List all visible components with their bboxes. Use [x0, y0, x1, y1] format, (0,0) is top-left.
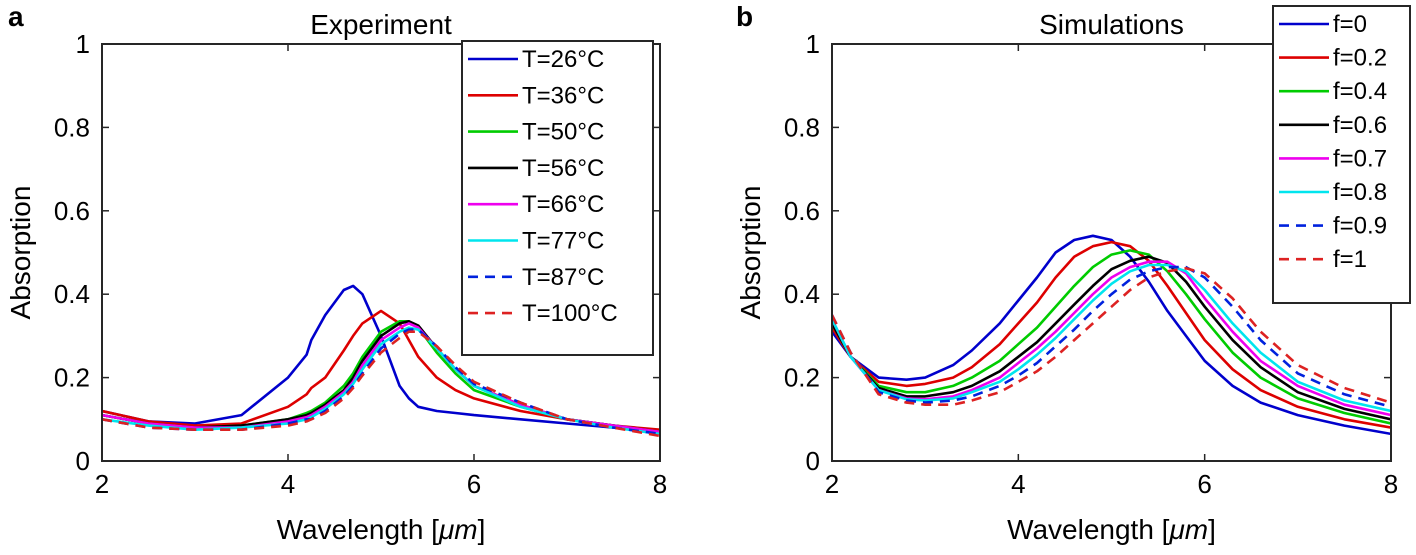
series-line-T=26°C	[102, 284, 660, 434]
x-tick-label: 6	[467, 469, 481, 499]
legend-label: T=36°C	[522, 82, 604, 109]
chart-panel-b: b Simulations 2 4 6 8 0 0.2 0.4 0.6 0.8 1 Wavelength…	[735, 1, 1411, 545]
legend-label: f=1	[1333, 246, 1367, 273]
x-axis-label: Wavelength [μm]	[1007, 514, 1216, 545]
y-tick-label: 0	[806, 446, 820, 476]
y-tick-label: 0.4	[784, 279, 820, 309]
legend-label: T=50°C	[522, 119, 604, 146]
series-line-f=0.6	[832, 255, 1391, 421]
legend: T=26°C T=36°C T=50°C T=56°C T=66°C T=77°C T=87…	[461, 40, 654, 356]
series-line-T=36°C	[102, 309, 660, 431]
panel-label: b	[736, 1, 753, 32]
series-line-f=0.9	[832, 265, 1391, 409]
panel-label: a	[8, 1, 24, 32]
y-tick-label: 1	[806, 29, 820, 59]
legend-label: f=0.2	[1333, 45, 1387, 72]
legend-label: T=87°C	[522, 264, 604, 291]
legend: f=0 f=0.2 f=0.4 f=0.6 f=0.7 f=0.8 f=0.9 f=1	[1272, 5, 1411, 304]
y-tick-label: 1	[76, 29, 90, 59]
legend-box	[1272, 5, 1411, 304]
series-line-f=0.8	[832, 263, 1391, 413]
y-tick-label: 0.2	[54, 363, 90, 393]
series-line-T=77°C	[102, 326, 660, 436]
series-line-f=0.2	[832, 240, 1391, 429]
y-axis-label: Absorption	[735, 186, 766, 320]
series-line-f=1	[832, 267, 1391, 406]
legend-label: f=0	[1333, 11, 1367, 38]
y-tick-label: 0	[76, 446, 90, 476]
series-line-f=0	[832, 234, 1391, 436]
chart-title: Experiment	[310, 9, 452, 40]
legend-label: T=56°C	[522, 155, 604, 182]
legend-label: T=100°C	[522, 300, 618, 327]
legend-label: f=0.6	[1333, 112, 1387, 139]
plot-frame	[101, 43, 661, 462]
x-tick-label: 8	[1384, 469, 1398, 499]
legend-label: f=0.7	[1333, 145, 1387, 172]
legend-label: T=77°C	[522, 228, 604, 255]
legend-label: f=0.9	[1333, 213, 1387, 240]
series-line-T=100°C	[102, 330, 660, 438]
y-tick-label: 0.6	[54, 196, 90, 226]
chart-panel-a: a Experiment 2 4 6 8 0 0.2 0.4 0.6 0.8 1 Wavelength …	[5, 1, 667, 545]
y-tick-label: 0.8	[54, 112, 90, 142]
series-line-T=87°C	[102, 328, 660, 436]
x-tick-label: 4	[281, 469, 295, 499]
x-tick-label: 2	[95, 469, 109, 499]
x-tick-label: 6	[1197, 469, 1211, 499]
chart-title: Simulations	[1039, 9, 1184, 40]
y-tick-label: 0.8	[784, 112, 820, 142]
x-axis-label: Wavelength [μm]	[277, 514, 486, 545]
y-tick-label: 0.6	[784, 196, 820, 226]
series-line-f=0.4	[832, 249, 1391, 425]
y-tick-label: 0.4	[54, 279, 90, 309]
legend-box	[461, 40, 654, 356]
x-tick-label: 8	[653, 469, 667, 499]
legend-label: T=66°C	[522, 191, 604, 218]
legend-label: f=0.8	[1333, 179, 1387, 206]
x-tick-label: 4	[1011, 469, 1025, 499]
y-axis-label: Absorption	[5, 186, 36, 320]
legend-label: f=0.4	[1333, 78, 1387, 105]
y-tick-label: 0.2	[784, 363, 820, 393]
legend-label: T=26°C	[522, 46, 604, 73]
x-tick-label: 2	[825, 469, 839, 499]
